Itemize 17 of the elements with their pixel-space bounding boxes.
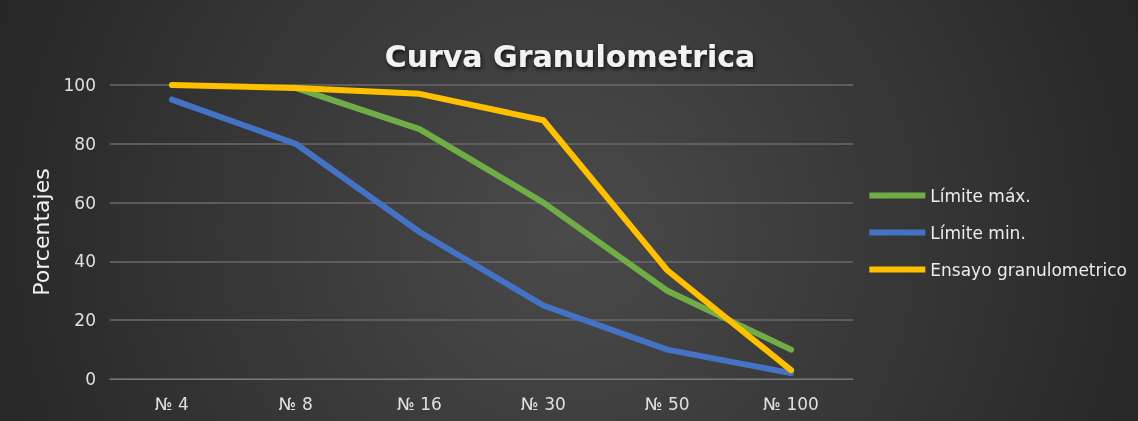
y-tick-label: 60 (74, 192, 96, 213)
legend-label: Límite máx. (930, 185, 1031, 206)
x-tick-label: № 100 (763, 393, 819, 414)
y-tick-label: 20 (74, 310, 96, 331)
legend-label: Límite min. (930, 222, 1026, 243)
y-tick-label: 100 (63, 75, 96, 95)
y-tick-label: 40 (74, 251, 96, 272)
legend-label: Ensayo granulometrico (930, 259, 1127, 280)
x-tick-label: № 30 (521, 393, 566, 414)
chart-title: Curva Granulometrica (384, 38, 756, 74)
y-axis-title: Porcentajes (29, 168, 55, 296)
x-tick-label: № 4 (154, 393, 189, 414)
x-tick-label: № 16 (397, 393, 442, 414)
x-tick-label: № 50 (644, 393, 690, 414)
y-tick-label: 80 (74, 133, 96, 154)
x-tick-label: № 8 (278, 393, 313, 414)
y-tick-label: 0 (85, 369, 96, 389)
